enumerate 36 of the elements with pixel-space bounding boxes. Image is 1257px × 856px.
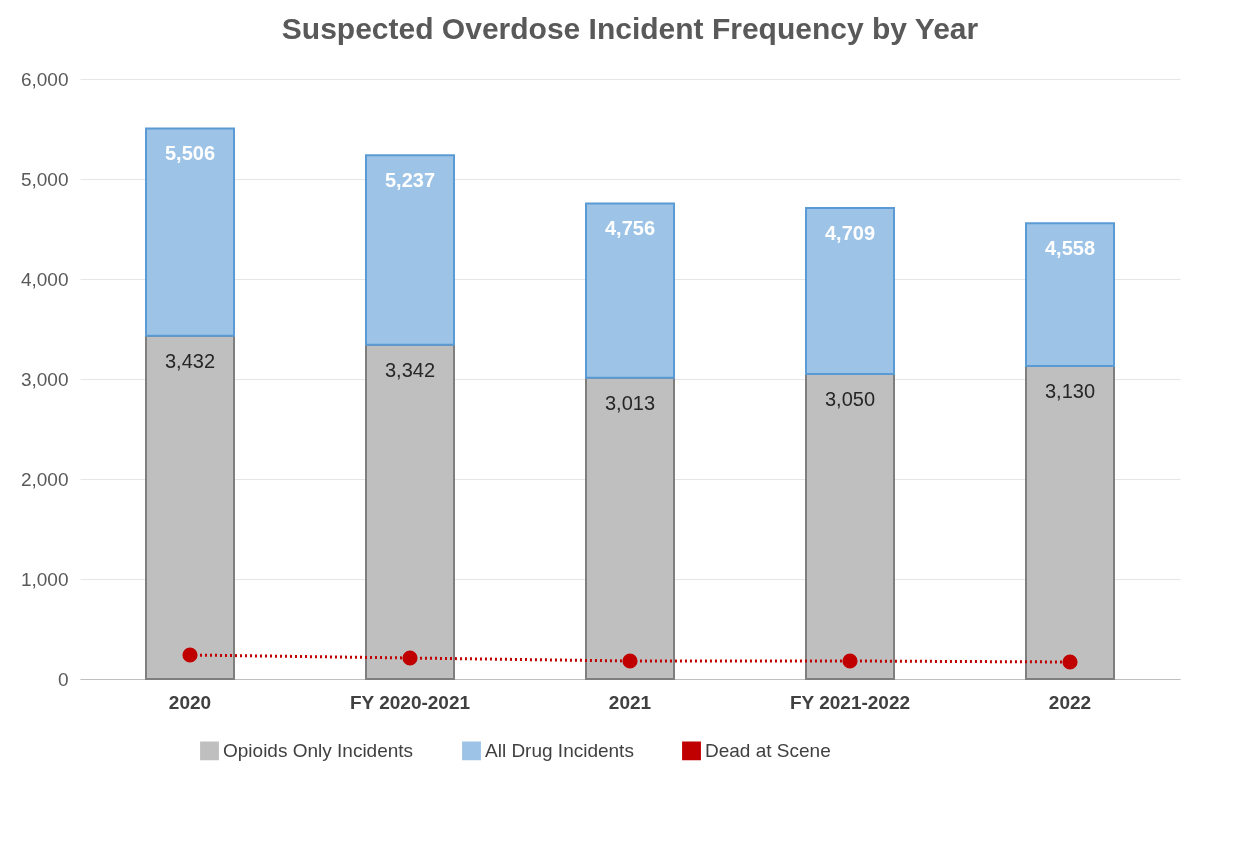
y-tick-label: 0 (57, 668, 69, 690)
data-label: 3,013 (604, 391, 656, 414)
bar (145, 127, 235, 337)
total-label: 5,506 (164, 142, 216, 165)
total-label: 4,709 (824, 222, 876, 245)
legend-label: Dead at Scene (705, 739, 831, 761)
data-label: 3,432 (164, 349, 216, 372)
y-tick-label: 1,000 (20, 568, 69, 590)
point (842, 653, 858, 669)
x-tick-label: FY 2020-2021 (349, 691, 471, 713)
point (1062, 654, 1078, 670)
data-label: 3,130 (1044, 380, 1096, 402)
bar (365, 154, 455, 346)
bar (1025, 222, 1115, 367)
total-label: 5,237 (384, 169, 436, 192)
total-label: 4,756 (604, 217, 656, 240)
bar (805, 207, 895, 375)
y-tick-label: 5,000 (20, 168, 69, 190)
data-label: 3,342 (384, 358, 436, 381)
point (622, 653, 638, 669)
data-label: 3,050 (824, 388, 876, 410)
x-tick-label: 2021 (608, 691, 652, 713)
y-tick-label: 3,000 (20, 368, 69, 390)
total-label: 4,558 (1044, 237, 1096, 260)
point (182, 647, 198, 663)
chart-title: Suspected Overdose Incident Frequency by Year (281, 12, 979, 45)
x-tick-label: 2020 (168, 691, 212, 713)
legend-label: All Drug Incidents (485, 739, 634, 761)
y-tick-label: 6,000 (20, 68, 69, 90)
x-tick-label: FY 2021-2022 (789, 691, 911, 713)
bar (585, 202, 675, 379)
y-tick-label: 4,000 (20, 268, 69, 290)
x-tick-label: 2022 (1048, 691, 1092, 713)
legend-label: Opioids Only Incidents (223, 739, 414, 761)
point (402, 650, 418, 666)
y-tick-label: 2,000 (20, 468, 69, 490)
